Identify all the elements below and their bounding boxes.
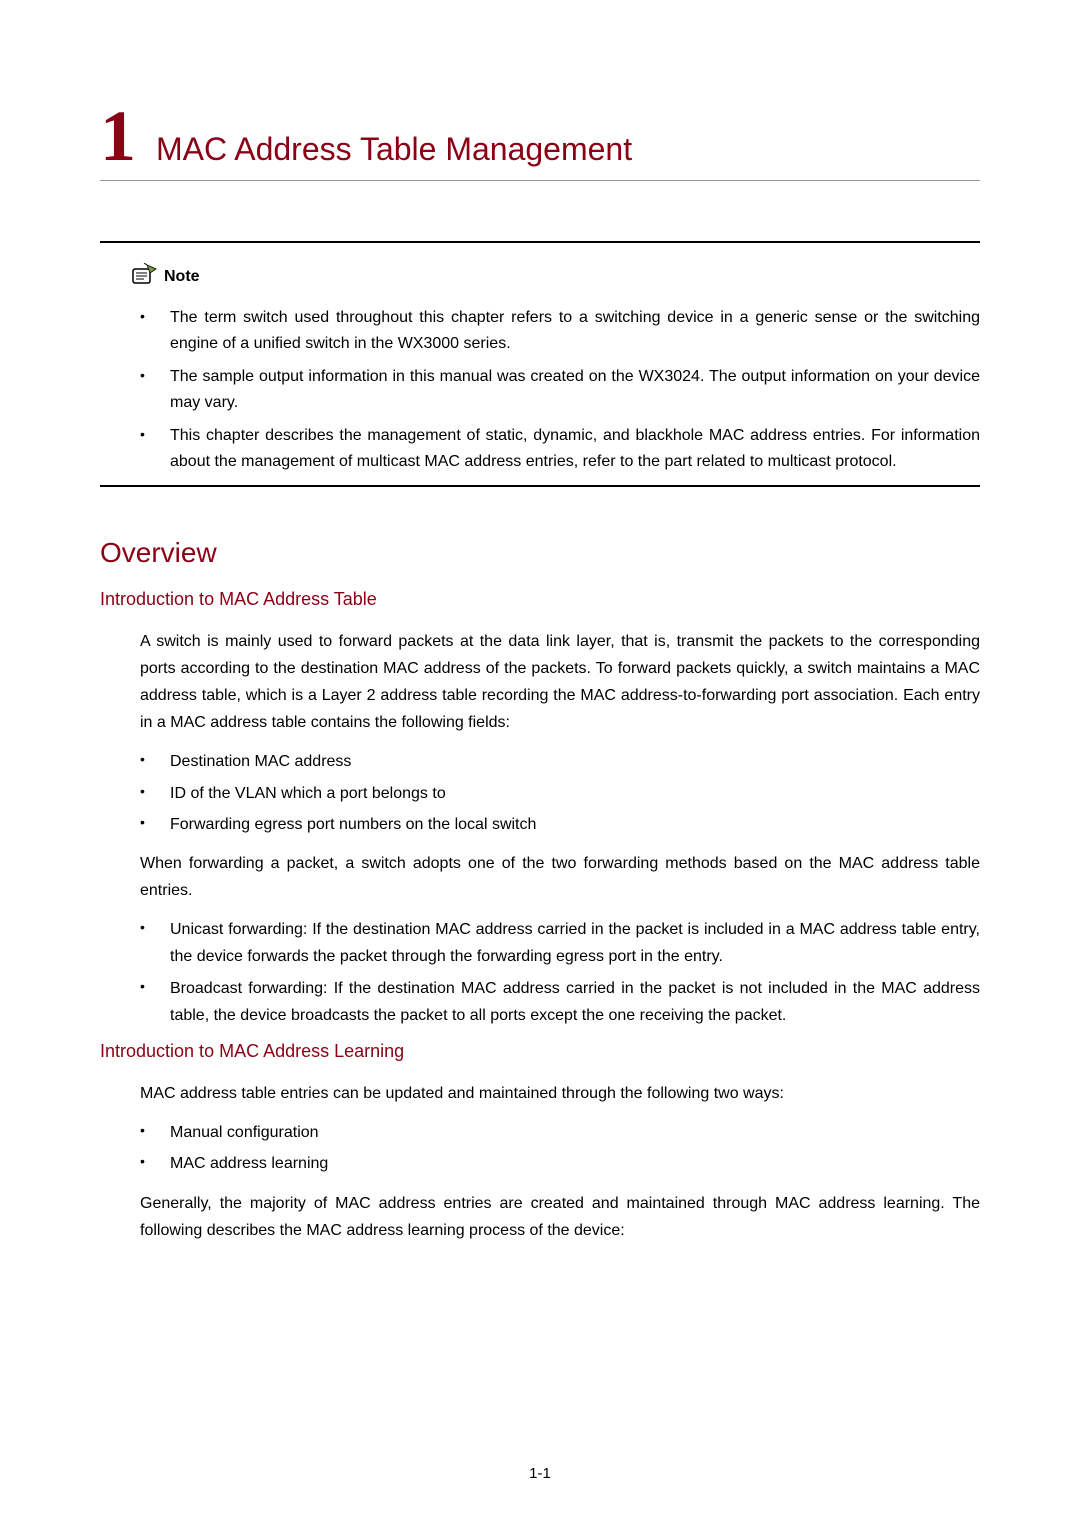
list-item: Manual configuration xyxy=(140,1119,980,1146)
note-rule-top xyxy=(100,241,980,243)
body-paragraph: Generally, the majority of MAC address e… xyxy=(100,1190,980,1244)
list-item: Broadcast forwarding: If the destination… xyxy=(140,975,980,1029)
list-item: Destination MAC address xyxy=(140,748,980,775)
section-heading-intro-table: Introduction to MAC Address Table xyxy=(100,589,980,610)
chapter-header: 1 MAC Address Table Management xyxy=(100,100,980,181)
note-item: The sample output information in this ma… xyxy=(140,364,980,415)
document-page: 1 MAC Address Table Management Note The … xyxy=(0,0,1080,1316)
ways-list: Manual configuration MAC address learnin… xyxy=(100,1119,980,1177)
forwarding-list: Unicast forwarding: If the destination M… xyxy=(100,916,980,1029)
body-paragraph: MAC address table entries can be updated… xyxy=(100,1080,980,1107)
note-header: Note xyxy=(100,263,980,290)
body-paragraph: When forwarding a packet, a switch adopt… xyxy=(100,850,980,904)
chapter-number: 1 xyxy=(100,100,136,172)
section-heading-intro-learning: Introduction to MAC Address Learning xyxy=(100,1041,980,1062)
note-item: This chapter describes the management of… xyxy=(140,423,980,474)
note-rule-bottom xyxy=(100,485,980,487)
list-item: MAC address learning xyxy=(140,1150,980,1177)
body-paragraph: A switch is mainly used to forward packe… xyxy=(100,628,980,737)
fields-list: Destination MAC address ID of the VLAN w… xyxy=(100,748,980,838)
note-icon xyxy=(130,263,158,290)
list-item: ID of the VLAN which a port belongs to xyxy=(140,780,980,807)
note-label: Note xyxy=(164,268,200,286)
page-number: 1-1 xyxy=(0,1465,1080,1482)
note-list: The term switch used throughout this cha… xyxy=(100,305,980,475)
list-item: Forwarding egress port numbers on the lo… xyxy=(140,811,980,838)
overview-heading: Overview xyxy=(100,537,980,569)
list-item: Unicast forwarding: If the destination M… xyxy=(140,916,980,970)
chapter-title: MAC Address Table Management xyxy=(156,131,632,168)
note-item: The term switch used throughout this cha… xyxy=(140,305,980,356)
